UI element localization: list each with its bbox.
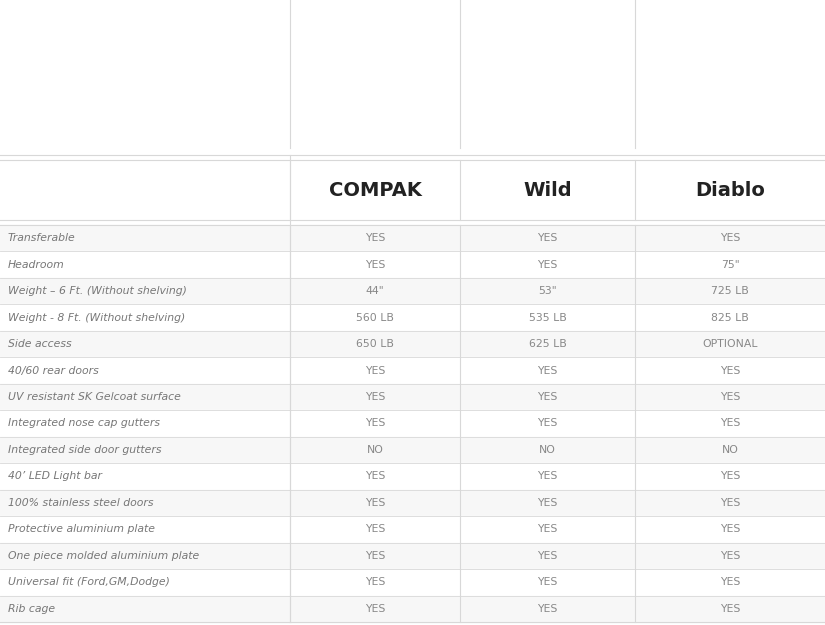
Text: YES: YES [537,498,558,508]
Text: Rib cage: Rib cage [8,604,55,614]
Text: YES: YES [719,392,740,402]
Text: YES: YES [365,551,385,561]
Text: 44": 44" [365,286,384,296]
Text: YES: YES [537,419,558,429]
Text: YES: YES [537,524,558,534]
Text: OPTIONAL: OPTIONAL [702,339,757,349]
Text: 535 LB: 535 LB [529,312,567,322]
Text: Integrated nose cap gutters: Integrated nose cap gutters [8,419,160,429]
Text: 650 LB: 650 LB [356,339,394,349]
Text: YES: YES [365,233,385,243]
Text: YES: YES [537,392,558,402]
Text: YES: YES [537,551,558,561]
Text: YES: YES [719,604,740,614]
Text: Headroom: Headroom [8,260,64,270]
Text: Integrated side door gutters: Integrated side door gutters [8,445,162,455]
Text: YES: YES [719,551,740,561]
Text: 725 LB: 725 LB [711,286,749,296]
Text: YES: YES [719,233,740,243]
Text: YES: YES [537,471,558,481]
Text: YES: YES [719,471,740,481]
Text: 40’ LED Light bar: 40’ LED Light bar [8,471,102,481]
Text: NO: NO [722,445,738,455]
Text: 560 LB: 560 LB [356,312,394,322]
Text: 75": 75" [721,260,739,270]
Text: 825 LB: 825 LB [711,312,749,322]
Text: YES: YES [537,233,558,243]
Text: YES: YES [365,366,385,376]
Text: YES: YES [365,260,385,270]
Text: YES: YES [365,471,385,481]
Text: One piece molded aluminium plate: One piece molded aluminium plate [8,551,200,561]
Text: Weight - 8 Ft. (Without shelving): Weight - 8 Ft. (Without shelving) [8,312,186,322]
Text: YES: YES [365,578,385,587]
Text: YES: YES [537,578,558,587]
Text: YES: YES [537,604,558,614]
Text: NO: NO [539,445,556,455]
Text: YES: YES [537,260,558,270]
Text: YES: YES [365,604,385,614]
Text: YES: YES [365,524,385,534]
Text: Transferable: Transferable [8,233,76,243]
Text: UV resistant SK Gelcoat surface: UV resistant SK Gelcoat surface [8,392,181,402]
Text: Wild: Wild [523,181,572,199]
Text: 40/60 rear doors: 40/60 rear doors [8,366,99,376]
Text: Diablo: Diablo [695,181,765,199]
Text: Universal fit (Ford,GM,Dodge): Universal fit (Ford,GM,Dodge) [8,578,170,587]
Text: YES: YES [719,419,740,429]
Text: YES: YES [719,366,740,376]
Text: YES: YES [719,524,740,534]
Text: Protective aluminium plate: Protective aluminium plate [8,524,155,534]
Text: YES: YES [365,392,385,402]
Text: YES: YES [719,578,740,587]
Text: Side access: Side access [8,339,72,349]
Text: Weight – 6 Ft. (Without shelving): Weight – 6 Ft. (Without shelving) [8,286,187,296]
Text: COMPAK: COMPAK [328,181,422,199]
Text: YES: YES [719,498,740,508]
Text: YES: YES [537,366,558,376]
Text: YES: YES [365,419,385,429]
Text: NO: NO [366,445,384,455]
Text: 53": 53" [538,286,557,296]
Text: 100% stainless steel doors: 100% stainless steel doors [8,498,153,508]
Text: YES: YES [365,498,385,508]
Text: 625 LB: 625 LB [529,339,567,349]
